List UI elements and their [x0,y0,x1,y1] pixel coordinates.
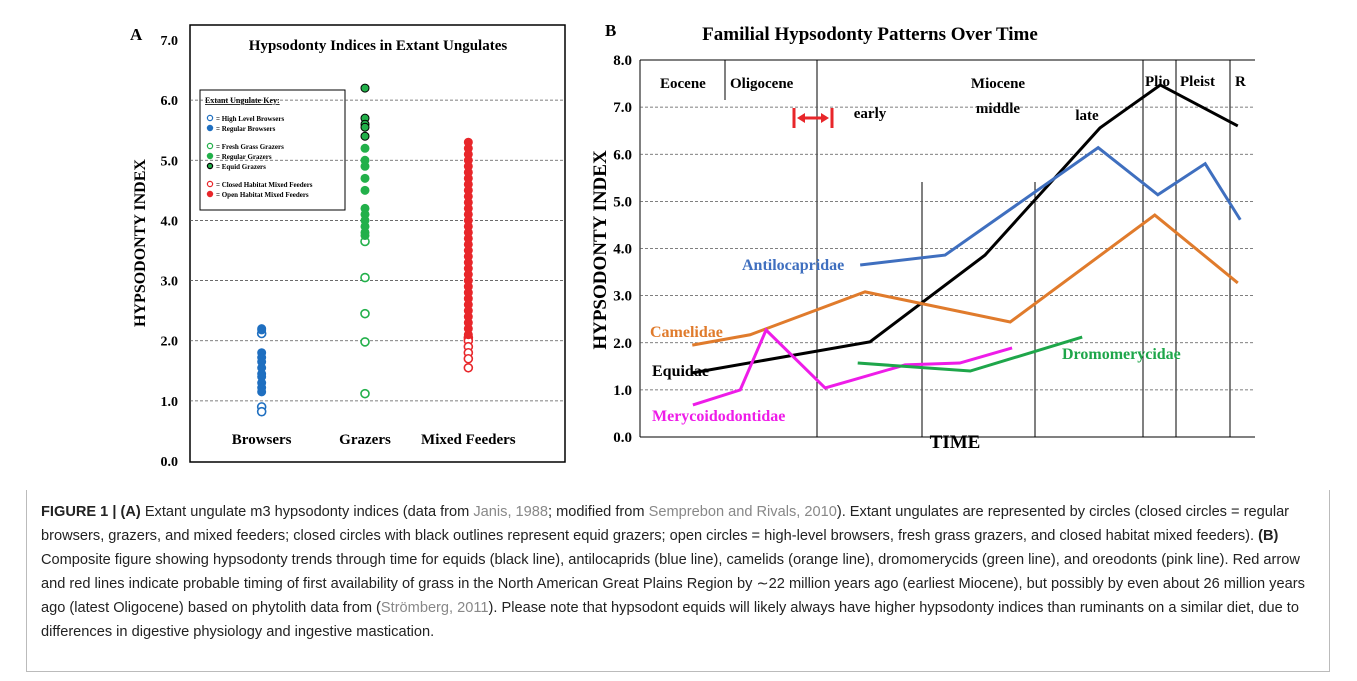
data-point [256,406,267,417]
y-tick-label: 4.0 [613,242,632,258]
data-point [360,143,370,153]
data-point [463,353,474,364]
series-label: Dromomerycidae [1062,346,1181,363]
epoch-label: Oligocene [730,76,794,92]
y-tick-label: 3.0 [613,289,632,305]
data-point [463,362,474,373]
x-tick-label: Grazers [339,432,391,448]
data-point [360,308,370,319]
caption-run: ). Extant ungulates are represented by c… [41,504,1290,544]
y-tick-label: 5.0 [161,154,179,169]
caption-run[interactable]: Janis, 1988 [473,504,549,520]
legend-marker [206,142,214,150]
data-point [360,173,370,183]
legend-label: = Regular Browsers [216,125,276,133]
figure: A Hypsodonty Indices in Extant Ungulates… [130,21,1255,470]
caption-run: ). Please note that hypsodont equids wil… [41,600,1299,640]
caption-run: Composite figure showing hypsodonty tren… [41,552,1305,616]
y-axis-label: HYPSODONTY INDEX [590,150,611,350]
epoch-label: early [854,106,887,122]
chart-title: Familial Hypsodonty Patterns Over Time [702,24,1038,45]
caption-run: Extant ungulate m3 hypsodonty indices (d… [140,504,474,520]
data-point [360,161,370,171]
epoch-label: middle [976,101,1021,117]
series-line [857,335,1083,373]
data-point [360,122,370,132]
series-line [692,83,1239,375]
data-point [463,330,473,340]
y-tick-label: 5.0 [613,194,632,210]
caption-run[interactable]: Semprebon and Rivals, 2010 [648,504,837,520]
legend-marker [206,114,214,122]
series-label: Camelidae [650,324,723,341]
series-line [859,145,1242,267]
data-point [360,131,370,141]
legend-marker [206,162,214,170]
legend-label: = High Level Browsers [216,115,284,123]
data-point [360,272,370,283]
data-point [257,325,267,335]
series-label: Equidae [652,363,709,380]
series-line [692,327,1013,407]
y-tick-label: 6.0 [161,94,179,109]
data-point [360,185,370,195]
legend-marker [206,180,214,188]
legend-marker [206,152,214,160]
series-label: Merycoidodontidae [652,408,785,425]
epoch-label: late [1075,108,1099,124]
epoch-label: R [1235,74,1246,90]
legend-label: = Fresh Grass Grazers [216,143,284,151]
y-tick-label: 3.0 [161,275,179,290]
epoch-labels: Eocene Oligocene Miocene early middle la… [660,74,1246,124]
y-tick-label: 1.0 [613,383,632,399]
x-axis-label: TIME [930,432,981,453]
x-tick-label: Browsers [232,432,292,448]
legend-label: = Equid Grazers [216,163,266,171]
arrow-heads [797,113,829,123]
data-point [360,83,370,93]
panel-letter: A [130,25,143,44]
y-axis-label: HYPSODONTY INDEX [132,159,149,327]
x-tick-label: Mixed Feeders [421,432,516,448]
legend-marker [206,124,214,132]
legend-label: = Closed Habitat Mixed Feeders [216,181,313,189]
grass-arrow [792,108,834,128]
data-point [257,387,267,397]
data-point [360,230,370,240]
epoch-label: Miocene [971,76,1025,92]
caption-run: ; modified from [548,504,649,520]
legend-box [199,89,346,211]
epoch-label: Pleist [1180,74,1215,90]
y-tick-label: 2.0 [161,335,179,350]
y-tick-label: 4.0 [161,214,179,229]
data-point [360,388,370,399]
y-tick-label: 0.0 [161,455,179,470]
y-tick-label: 2.0 [613,336,632,352]
panel-letter: B [605,21,616,40]
y-tick-label: 7.0 [613,100,632,116]
series-line [692,213,1239,347]
caption: FIGURE 1 | (A) Extant ungulate m3 hypsod… [26,490,1330,672]
y-tick-label: 1.0 [161,395,179,410]
legend-marker [206,190,214,198]
caption-run: FIGURE 1 | (A) [41,504,141,520]
data-point [360,337,370,347]
series-label: Antilocapridae [742,257,844,274]
caption-run: (B) [1258,528,1279,544]
y-tick-label: 6.0 [613,147,632,163]
y-tick-label: 7.0 [161,34,179,49]
panel-a-frame [189,24,566,463]
chart-title: Hypsodonty Indices in Extant Ungulates [249,38,508,54]
caption-run[interactable]: Strömberg, 2011 [380,600,489,616]
y-tick-label: 8.0 [613,53,632,69]
legend-label: = Regular Grazers [216,153,272,161]
epoch-label: Eocene [660,76,706,92]
legend-label: = Open Habitat Mixed Feeders [216,191,309,199]
y-tick-label: 0.0 [613,430,632,446]
